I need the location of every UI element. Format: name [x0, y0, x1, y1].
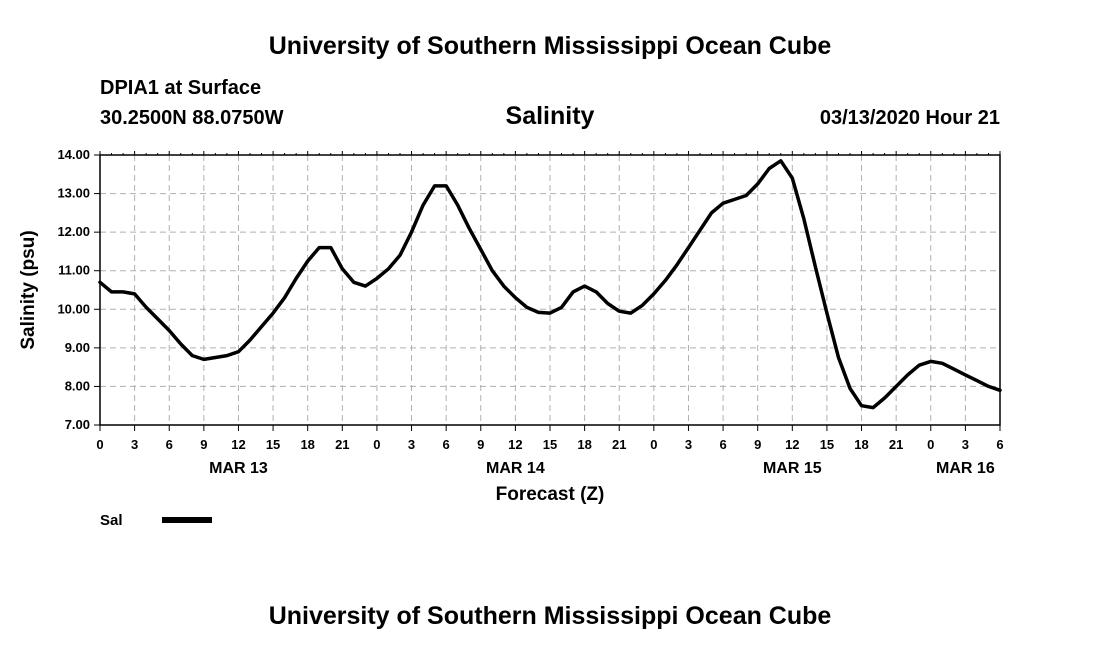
y-tick-label: 14.00 — [57, 147, 90, 162]
x-tick-label: 12 — [231, 437, 245, 452]
x-tick-label: 21 — [889, 437, 903, 452]
y-axis-label: Salinity (psu) — [18, 230, 39, 349]
y-tick-label: 9.00 — [65, 340, 90, 355]
x-tick-label: 15 — [543, 437, 557, 452]
x-tick-label: 3 — [685, 437, 692, 452]
x-tick-label: 3 — [408, 437, 415, 452]
x-tick-label: 18 — [300, 437, 314, 452]
top-title: University of Southern Mississippi Ocean… — [269, 32, 832, 60]
legend: Sal — [100, 512, 212, 529]
x-tick-label: 0 — [373, 437, 380, 452]
day-label: MAR 15 — [763, 460, 822, 477]
x-tick-label: 6 — [166, 437, 173, 452]
x-tick-label: 18 — [854, 437, 868, 452]
x-tick-label: 21 — [612, 437, 626, 452]
day-label: MAR 14 — [486, 460, 545, 477]
x-tick-label: 6 — [719, 437, 726, 452]
x-tick-label: 6 — [443, 437, 450, 452]
legend-label: Sal — [100, 512, 123, 529]
x-tick-label: 3 — [131, 437, 138, 452]
x-tick-label: 3 — [962, 437, 969, 452]
x-tick-label: 15 — [820, 437, 834, 452]
x-tick-label: 15 — [266, 437, 280, 452]
chart-title: Salinity — [506, 102, 595, 130]
x-tick-label: 12 — [508, 437, 522, 452]
station-label: DPIA1 at Surface — [100, 77, 261, 99]
x-tick-label: 12 — [785, 437, 799, 452]
y-tick-label: 7.00 — [65, 417, 90, 432]
x-tick-label: 0 — [927, 437, 934, 452]
y-tick-label: 12.00 — [57, 224, 90, 239]
y-tick-label: 11.00 — [58, 263, 90, 278]
y-tick-label: 10.00 — [57, 301, 90, 316]
x-tick-label: 9 — [200, 437, 207, 452]
y-axis-ticks: 7.00 8.00 9.00 10.00 11.00 12.00 13.00 14.00 — [57, 147, 100, 432]
grid — [100, 155, 1000, 425]
coords-label: 30.2500N 88.0750W — [100, 107, 284, 129]
y-tick-label: 8.00 — [65, 378, 90, 393]
day-label: MAR 16 — [936, 460, 995, 477]
x-tick-label: 21 — [335, 437, 349, 452]
x-tick-label: 18 — [577, 437, 591, 452]
series-line-sal — [98, 159, 1002, 410]
x-tick-label: 0 — [96, 437, 103, 452]
x-tick-label: 0 — [650, 437, 657, 452]
bottom-title: University of Southern Mississippi Ocean… — [269, 602, 832, 630]
x-tick-label: 9 — [754, 437, 761, 452]
datetime-label: 03/13/2020 Hour 21 — [820, 107, 1000, 129]
x-tick-label: 6 — [996, 437, 1003, 452]
series-layer — [98, 159, 1002, 410]
y-tick-label: 13.00 — [57, 186, 90, 201]
day-labels: MAR 13 MAR 14 MAR 15 MAR 16 — [209, 460, 995, 477]
x-axis-label: Forecast (Z) — [496, 484, 605, 505]
x-tick-label: 9 — [477, 437, 484, 452]
day-label: MAR 13 — [209, 460, 268, 477]
plot-frame — [99, 154, 1001, 426]
